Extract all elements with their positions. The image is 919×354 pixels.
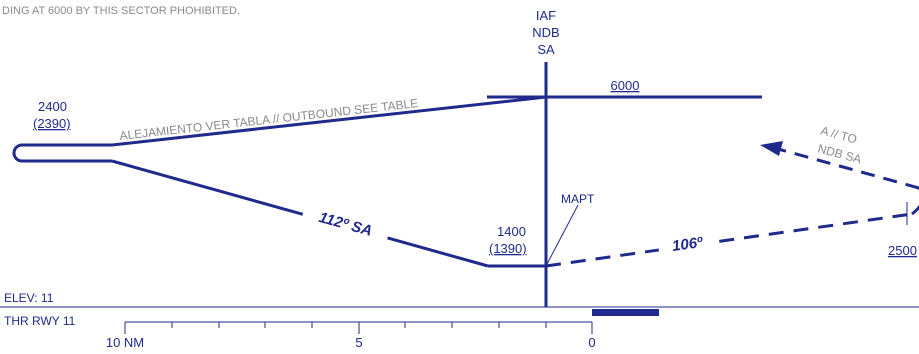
missed-label-mask bbox=[656, 228, 718, 256]
return-leg bbox=[777, 147, 919, 190]
iaf-label: IAF bbox=[536, 8, 556, 23]
elevation-label: ELEV: 11 bbox=[4, 291, 54, 305]
right-alt-label: 2500 bbox=[888, 243, 917, 258]
scale-label-5: 5 bbox=[355, 335, 362, 350]
return-arrow-icon bbox=[760, 141, 783, 156]
mapt-label: MAPT bbox=[561, 192, 595, 206]
mapt-leader bbox=[545, 204, 579, 267]
scale-label-0: 0 bbox=[588, 335, 595, 350]
scale-label-10nm: 10 NM bbox=[106, 335, 144, 350]
outbound-text: ALEJAMIENTO VER TABLA // OUTBOUND SEE TA… bbox=[119, 96, 419, 143]
turn-alt-msl: 2400 bbox=[38, 99, 67, 114]
runway-bar bbox=[592, 309, 659, 316]
sector-note: DING AT 6000 BY THIS SECTOR PHOHIBITED. bbox=[2, 5, 240, 17]
mapt-alt-msl: 1400 bbox=[497, 224, 526, 239]
procedure-turn bbox=[12, 143, 112, 163]
return-turn bbox=[911, 188, 919, 216]
ndb-label: NDB bbox=[532, 25, 559, 40]
sector-altitude-label: 6000 bbox=[611, 78, 640, 93]
scale-ticks bbox=[124, 322, 593, 334]
missed-course-label: 106º bbox=[671, 234, 705, 255]
mapt-alt-height: (1390) bbox=[489, 241, 527, 256]
threshold-label: THR RWY 11 bbox=[4, 314, 76, 328]
outbound-leg bbox=[111, 95, 547, 147]
inbound-leg bbox=[111, 159, 489, 268]
inbound-label-mask bbox=[301, 202, 391, 244]
missed-approach-leg bbox=[545, 212, 913, 268]
sa-label: SA bbox=[537, 42, 555, 57]
turn-alt-height: (2390) bbox=[33, 116, 71, 131]
